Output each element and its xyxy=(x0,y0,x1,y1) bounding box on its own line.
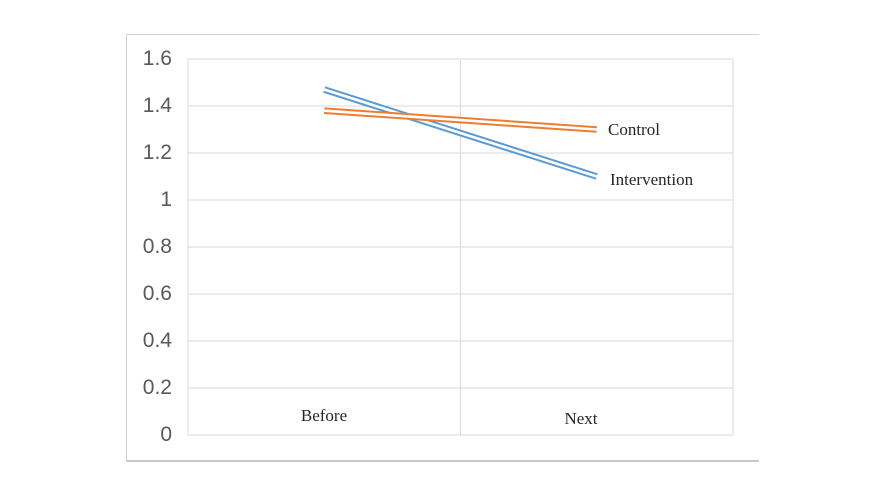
x-category-label-next: Next xyxy=(564,409,598,428)
y-tick-label-1: 1 xyxy=(160,188,172,211)
series-line-gap-intervention xyxy=(323,88,598,178)
y-tick-label-1.2: 1.2 xyxy=(142,141,172,164)
y-tick-label-1.6: 1.6 xyxy=(142,47,172,70)
y-tick-label-0.6: 0.6 xyxy=(142,282,172,305)
y-tick-label-0.8: 0.8 xyxy=(142,235,172,258)
y-tick-label-0.2: 0.2 xyxy=(142,376,172,399)
series-label-intervention: Intervention xyxy=(610,170,694,189)
chart-frame: 0 0.2 0.4 0.6 0.8 1 1.2 1.4 1.6 Before Next Inte… xyxy=(126,34,759,462)
y-tick-label-0.4: 0.4 xyxy=(142,329,172,352)
y-tick-label-0: 0 xyxy=(160,423,172,446)
x-category-label-before: Before xyxy=(300,406,348,425)
series-line-gap-control xyxy=(324,109,597,131)
series-label-control: Control xyxy=(608,120,660,139)
line-chart-plot xyxy=(187,58,734,436)
y-tick-label-1.4: 1.4 xyxy=(142,94,172,117)
